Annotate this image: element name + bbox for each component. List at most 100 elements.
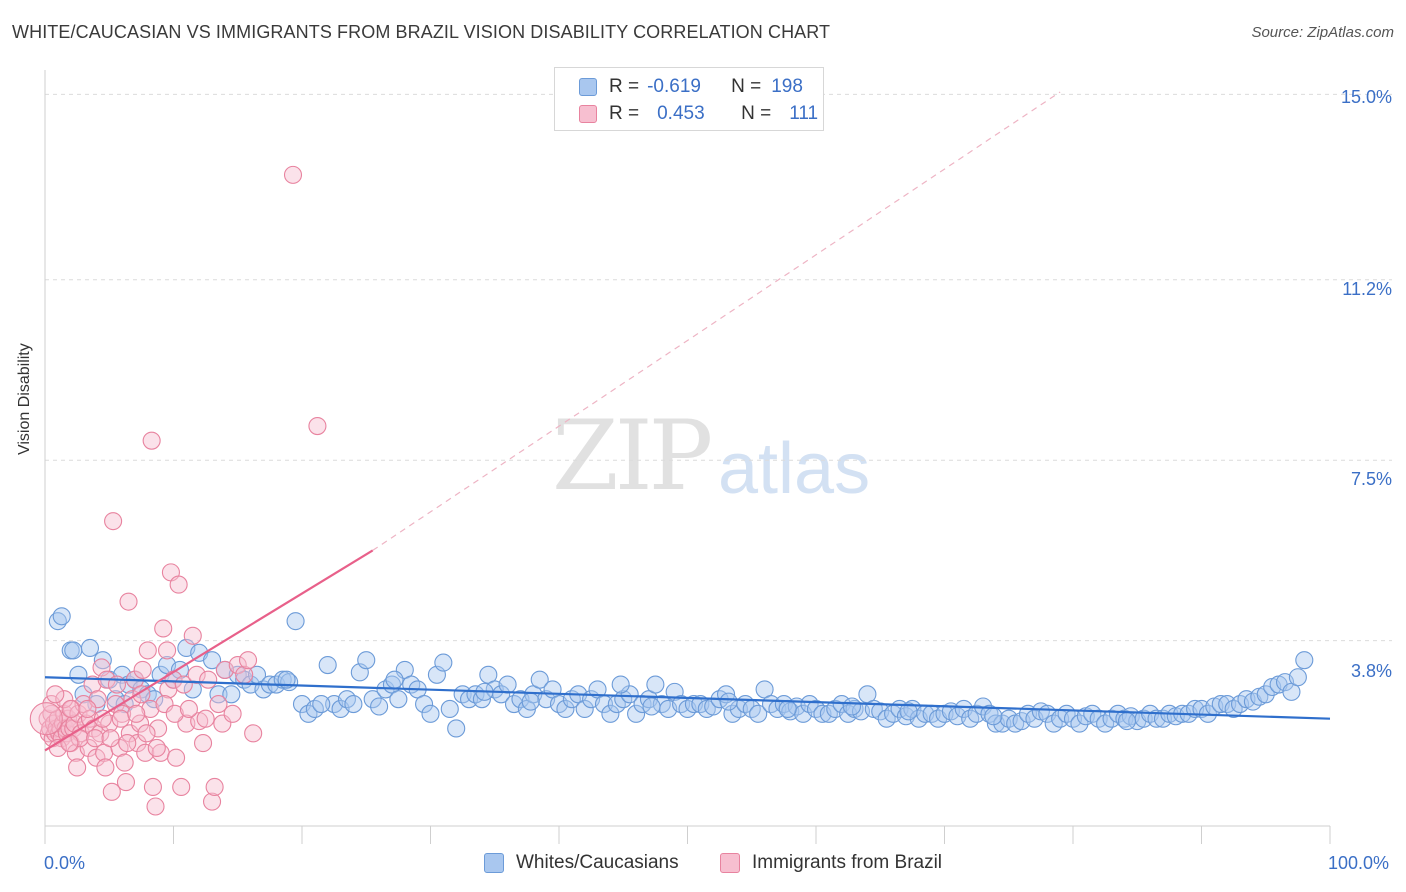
whites-point [52, 607, 71, 626]
brazil-point [142, 431, 161, 450]
whites-point [842, 697, 862, 716]
brazil-point [116, 773, 136, 792]
whites-point [318, 655, 337, 675]
brazil-point [187, 665, 206, 684]
brazil-point [115, 753, 134, 772]
r-value: 0.453 [657, 103, 705, 124]
whites-point [80, 638, 100, 658]
whites-point [286, 612, 305, 631]
watermark-zip: ZIP [552, 400, 713, 512]
legend-swatch-brazil [579, 105, 597, 123]
whites-point [1117, 712, 1137, 731]
r-value: -0.619 [647, 76, 701, 97]
legend-item-brazil: Immigrants from Brazil [720, 852, 942, 874]
brazil-point [154, 619, 173, 638]
whites-point [498, 675, 517, 694]
brazil-point [91, 724, 110, 743]
legend-swatch-whites [484, 853, 504, 873]
legend-row-brazil: R = 0.453 N = 111 [579, 103, 818, 125]
brazil-point [228, 655, 247, 675]
whites-point [575, 699, 594, 718]
series-legend: Whites/Caucasians Immigrants from Brazil [0, 852, 1406, 878]
legend-row-whites: R = -0.619 N = 198 [579, 76, 803, 98]
brazil-point [146, 797, 165, 816]
whites-point [385, 670, 404, 689]
whites-point [627, 704, 646, 723]
whites-point [357, 651, 376, 670]
whites-point [370, 697, 389, 716]
y-tick-label: 7.5% [1350, 469, 1392, 489]
whites-point [1288, 668, 1307, 687]
brazil-point [61, 699, 80, 718]
whites-point [521, 692, 540, 711]
brazil-point [209, 695, 228, 714]
brazil-point [158, 641, 177, 660]
whites-point [749, 704, 768, 723]
source-label: Source: ZipAtlas.com [1251, 24, 1394, 41]
whites-point [778, 699, 797, 718]
whites-point [899, 702, 918, 721]
whites-point [344, 695, 363, 714]
brazil-point [96, 758, 115, 777]
n-label: N = [731, 76, 762, 97]
whites-point [447, 719, 466, 738]
brazil-point [194, 734, 213, 753]
legend-swatch-brazil [720, 853, 740, 873]
y-tick-label: 15.0% [1340, 87, 1392, 107]
y-tick-label: 3.8% [1350, 661, 1392, 681]
watermark-atlas: atlas [718, 429, 871, 509]
brazil-point [169, 575, 188, 594]
brazil-point [205, 777, 224, 797]
brazil-point [131, 714, 150, 733]
whites-point [620, 685, 639, 704]
brazil-point [283, 165, 303, 184]
brazil-point [141, 699, 160, 718]
whites-point [93, 651, 112, 670]
brazil-point [149, 719, 168, 738]
whites-point [434, 653, 453, 672]
brazil-trend-line [44, 549, 374, 752]
brazil-point [111, 709, 130, 728]
brazil-point [136, 743, 155, 762]
r-label: R = [609, 103, 640, 124]
whites-point [530, 670, 549, 689]
whites-point [312, 695, 331, 714]
whites-point [611, 675, 630, 694]
chart-title: WHITE/CAUCASIAN VS IMMIGRANTS FROM BRAZI… [12, 22, 831, 42]
whites-point [222, 685, 241, 704]
brazil-point [167, 748, 186, 767]
x-tick-label-max: 100.0% [1328, 853, 1390, 873]
legend-label-whites: Whites/Caucasians [516, 852, 679, 873]
brazil-point [199, 670, 218, 689]
brazil-point [172, 777, 191, 797]
n-value: 111 [789, 103, 819, 124]
whites-point [209, 685, 228, 704]
brazil-point [138, 641, 157, 660]
brazil-point [86, 729, 105, 748]
whites-point [1256, 685, 1275, 704]
brazil-point [78, 699, 97, 718]
y-tick-label: 11.2% [1342, 279, 1392, 299]
brazil-trend-extension [372, 91, 1061, 551]
whites-point [440, 699, 459, 718]
brazil-point [174, 675, 193, 694]
legend-swatch-whites [579, 78, 597, 96]
whites-point [646, 675, 665, 694]
whites-point [363, 690, 382, 709]
n-label: N = [741, 103, 772, 124]
whites-point [203, 651, 222, 670]
brazil-point [137, 724, 156, 743]
brazil-point [143, 777, 162, 797]
x-tick-label-min: 0.0% [44, 853, 86, 873]
whites-point [415, 695, 434, 714]
n-value: 198 [771, 76, 803, 97]
whites-point [556, 699, 575, 718]
brazil-point [196, 709, 215, 728]
brazil-point [308, 417, 327, 436]
brazil-point [119, 592, 138, 611]
brazil-point [223, 704, 242, 723]
whites-point [719, 692, 738, 711]
whites-point [280, 673, 299, 692]
brazil-point [55, 690, 74, 709]
